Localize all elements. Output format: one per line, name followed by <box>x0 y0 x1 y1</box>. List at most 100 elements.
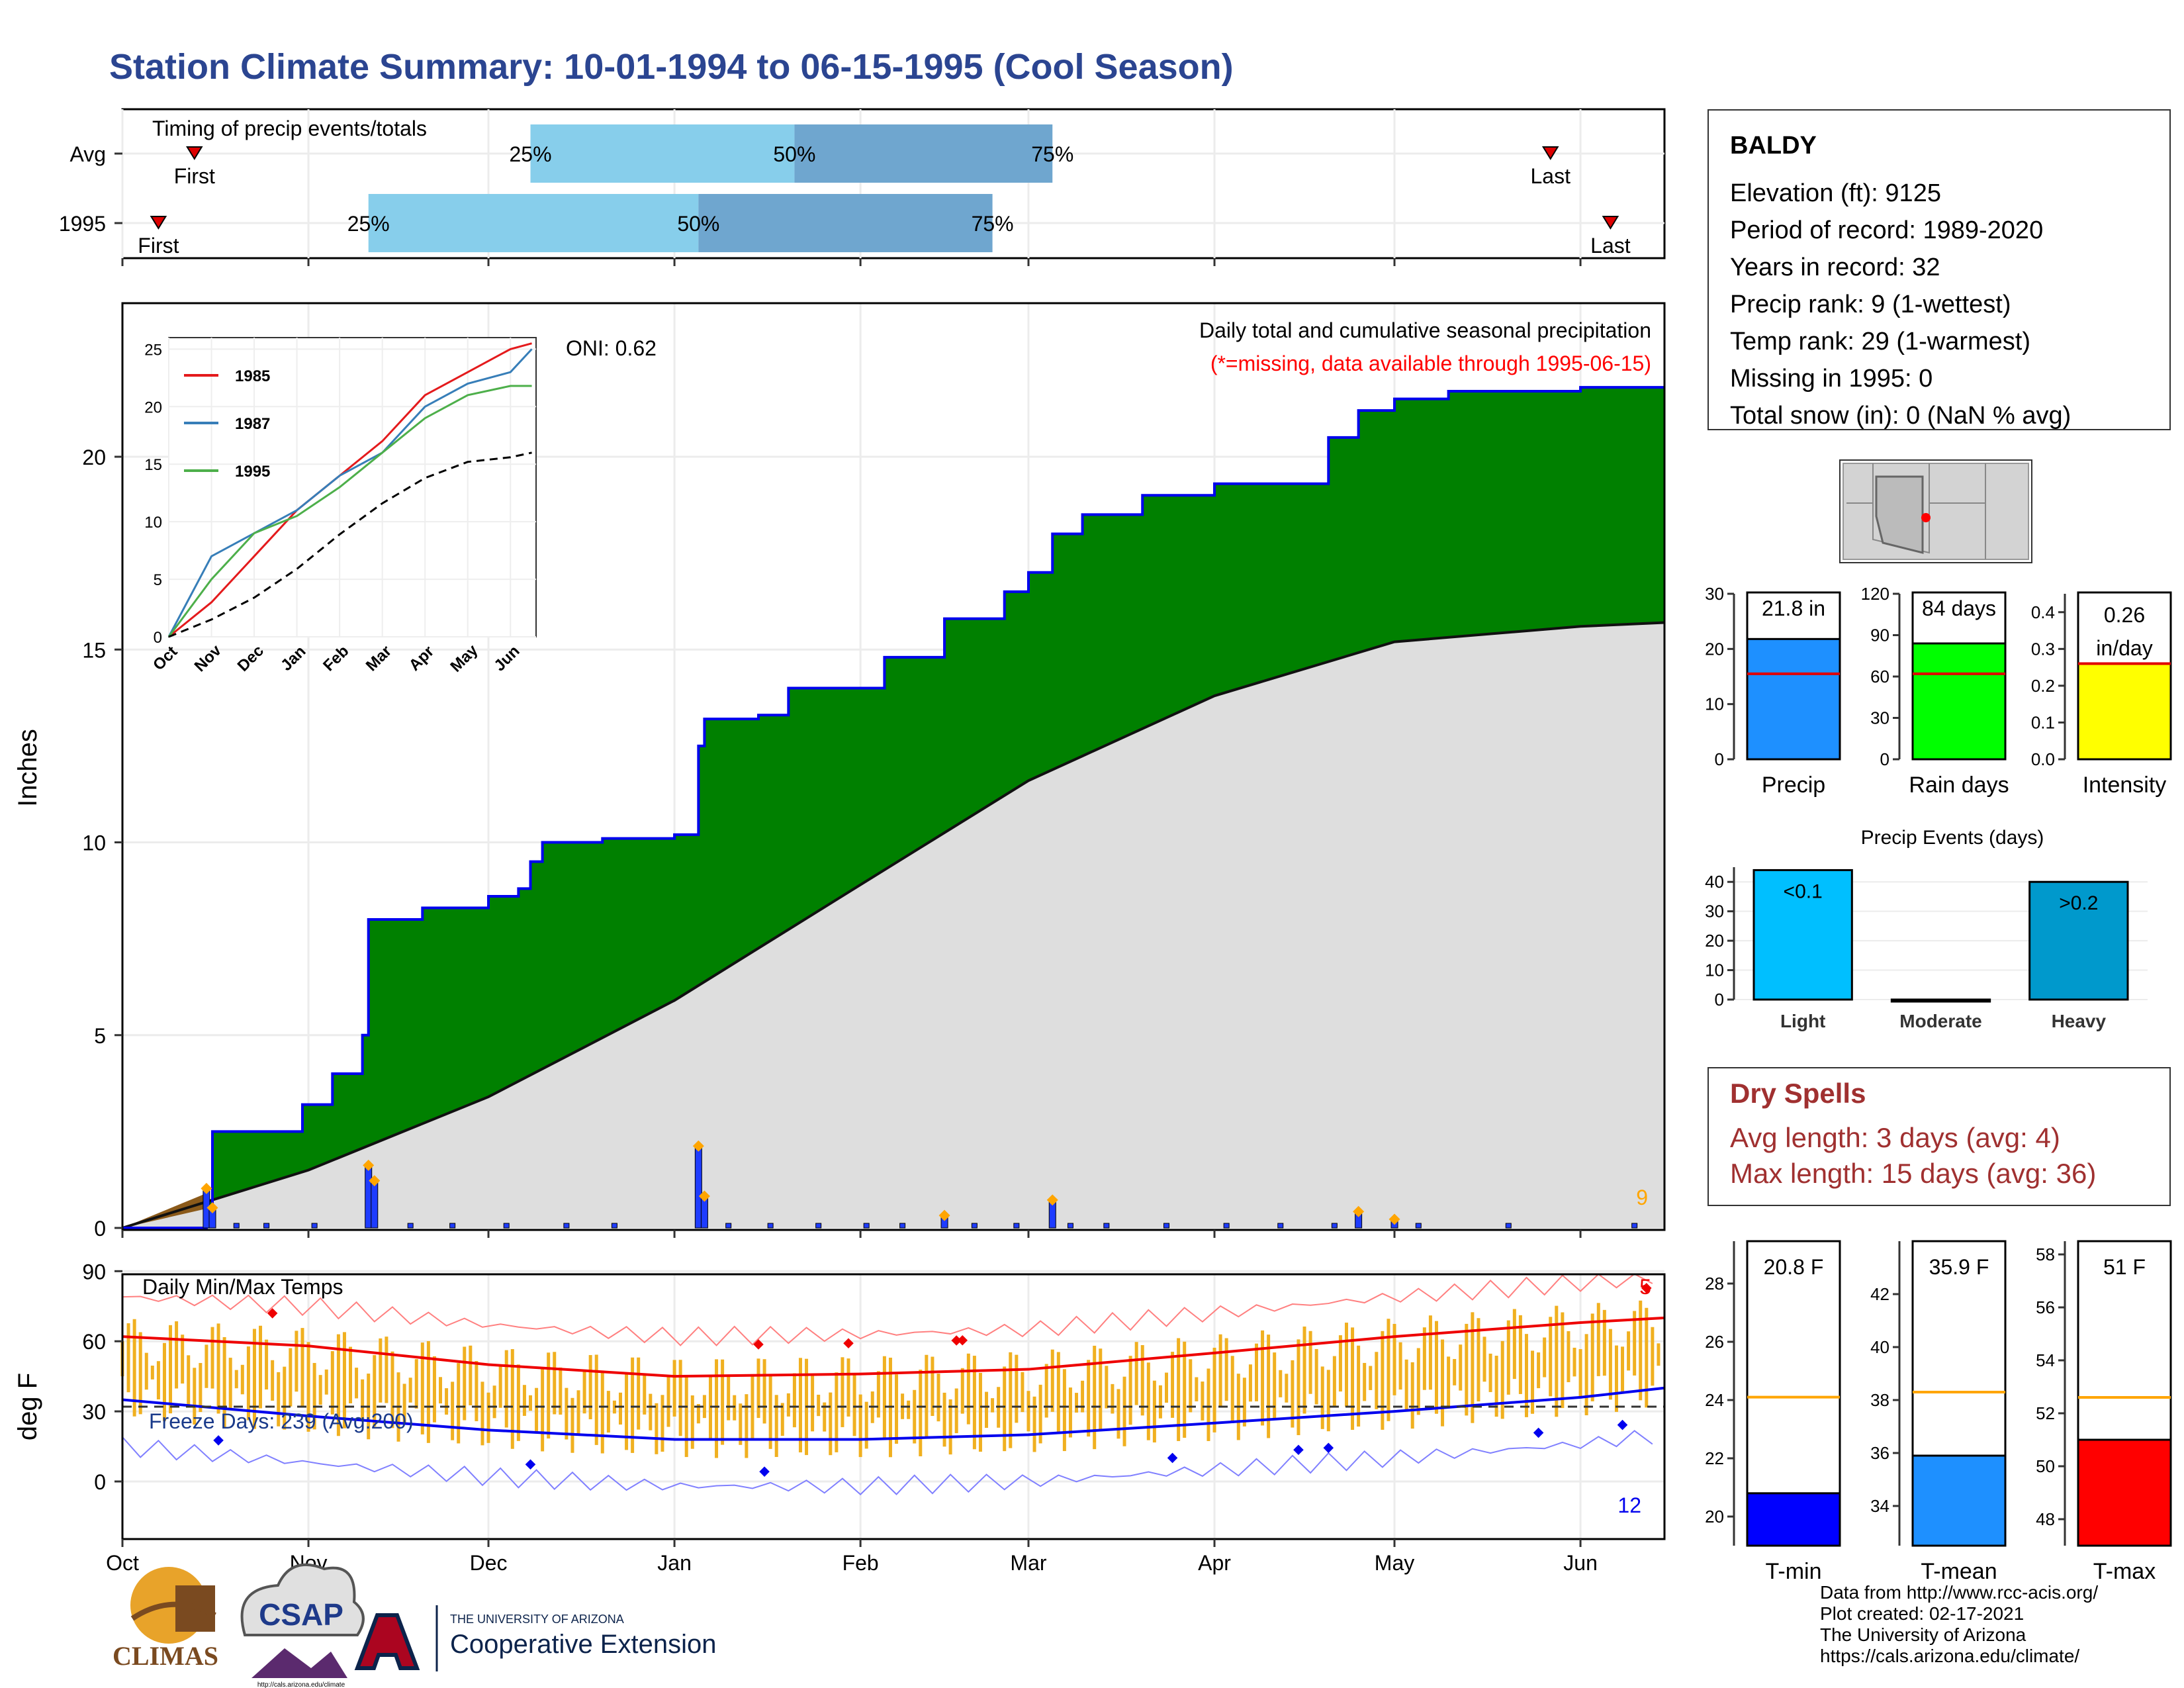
daily-temp-bar <box>1422 1327 1426 1390</box>
daily-temp-bar <box>126 1323 130 1393</box>
dry-spells-avg: Avg length: 3 days (avg: 4) <box>1730 1122 2060 1153</box>
daily-temp-bar <box>618 1392 622 1425</box>
timing-label-25: 25% <box>347 212 390 236</box>
daily-temp-bar <box>306 1342 310 1432</box>
daily-temp-bar <box>469 1345 473 1405</box>
daily-temp-bar <box>948 1399 952 1455</box>
daily-temp-bar <box>1555 1305 1559 1417</box>
temp-summary-bar <box>2077 1438 2172 1547</box>
daily-temp-bar <box>907 1400 911 1419</box>
daily-temp-bar <box>1590 1313 1594 1401</box>
events-bar <box>1890 998 1991 1003</box>
station-period: Period of record: 1989-2020 <box>1730 216 2044 244</box>
small-chart-tick-label: 20 <box>1705 639 1724 659</box>
daily-temp-bar <box>678 1360 682 1436</box>
timing-bar-50-75 <box>698 194 993 252</box>
record-min-marker <box>1323 1442 1334 1454</box>
timing-last-label: Last <box>1590 234 1631 258</box>
daily-temp-bar <box>721 1359 725 1445</box>
record-min-marker <box>525 1459 536 1470</box>
daily-temp-bar <box>528 1395 532 1411</box>
daily-temp-bar <box>265 1339 269 1390</box>
daily-temp-bar <box>492 1385 496 1419</box>
timing-bar-50-75 <box>794 124 1053 183</box>
daily-temp-bar <box>408 1378 412 1403</box>
daily-temp-bar <box>1381 1331 1385 1430</box>
daily-temp-bar <box>1195 1377 1199 1401</box>
daily-temp-bar <box>733 1395 737 1421</box>
daily-temp-bar <box>1572 1347 1576 1377</box>
daily-precip-bar <box>725 1223 732 1229</box>
daily-temp-bar <box>1518 1315 1522 1394</box>
temp-summary-value-label: 51 F <box>2103 1255 2146 1279</box>
station-info-box: BALDY Elevation (ft): 9125 Period of rec… <box>1707 109 2171 430</box>
daily-temp-bar <box>516 1364 520 1441</box>
temp-y-tick-label: 60 <box>82 1330 106 1354</box>
daily-temp-bar <box>222 1336 226 1428</box>
timing-row-label: Avg <box>69 142 106 166</box>
small-chart-bar <box>2077 663 2172 761</box>
daily-temp-bar <box>486 1392 490 1443</box>
daily-temp-bar <box>379 1338 383 1403</box>
daily-temp-bar <box>1326 1370 1330 1432</box>
daily-temp-bar <box>138 1332 142 1415</box>
precip-y-tick-label: 20 <box>82 445 106 469</box>
small-chart-tick-label: 60 <box>1870 667 1889 686</box>
temp-y-tick-label: 90 <box>82 1260 106 1284</box>
inset-legend-label: 1987 <box>235 415 270 433</box>
record-min-line <box>122 1430 1653 1495</box>
daily-temp-bar <box>283 1366 287 1430</box>
daily-temp-bar <box>582 1371 586 1414</box>
daily-temp-bar <box>1434 1321 1438 1414</box>
daily-temp-bar <box>318 1375 322 1405</box>
daily-temp-bar <box>1224 1338 1228 1401</box>
timing-label-50: 50% <box>773 142 815 166</box>
daily-precip-bar <box>1631 1223 1638 1229</box>
precip-y-tick-label: 0 <box>94 1217 106 1241</box>
daily-temp-bar <box>553 1352 557 1415</box>
daily-temp-bar <box>277 1372 281 1427</box>
inset-y-tick-label: 10 <box>144 514 162 532</box>
daily-temp-bar <box>792 1373 796 1428</box>
record-max-marker <box>957 1335 968 1346</box>
daily-temp-bar <box>631 1357 635 1453</box>
daily-temp-bar <box>846 1358 850 1417</box>
record-max-line <box>122 1273 1653 1346</box>
climas-logo-arc <box>130 1601 216 1621</box>
daily-temp-bar <box>966 1353 970 1425</box>
daily-temp-bar <box>1524 1334 1528 1417</box>
events-tick-label: 40 <box>1705 872 1724 892</box>
daily-precip-bar <box>263 1223 270 1229</box>
daily-temp-bar <box>756 1358 760 1419</box>
small-chart-tick-label: 0.1 <box>2031 712 2055 732</box>
small-chart-tick-label: 10 <box>1705 694 1724 714</box>
daily-temp-bar <box>1105 1366 1109 1409</box>
precip-corner-number: 9 <box>1636 1186 1648 1209</box>
small-chart-tick-label: 120 <box>1861 584 1889 604</box>
events-bar-label: <0.1 <box>1784 880 1823 902</box>
daily-temp-bar <box>1369 1366 1373 1390</box>
daily-temp-bar <box>972 1356 976 1450</box>
temp-summary-value-label: 20.8 F <box>1764 1255 1824 1279</box>
daily-temp-bar <box>1453 1358 1457 1385</box>
avg-min-temp-line <box>122 1386 1665 1441</box>
daily-temp-bar <box>1152 1380 1156 1443</box>
daily-temp-bar <box>1218 1334 1222 1407</box>
daily-temp-bar <box>463 1346 467 1421</box>
daily-precip-bar <box>1067 1223 1073 1229</box>
daily-temp-bar <box>1021 1372 1024 1413</box>
daily-temp-bar <box>150 1365 154 1380</box>
daily-temp-bar <box>1608 1329 1612 1400</box>
precip-y-tick-label: 15 <box>82 638 106 662</box>
daily-temp-bar <box>960 1368 964 1414</box>
daily-temp-bar <box>1302 1326 1306 1414</box>
month-label: May <box>1375 1551 1414 1575</box>
daily-precip-bar <box>815 1223 822 1229</box>
csap-logo-cloud <box>240 1563 365 1636</box>
month-label: Dec <box>470 1551 508 1575</box>
daily-temp-bar <box>774 1395 778 1458</box>
temp-summary-value-label: 35.9 F <box>1929 1255 1989 1279</box>
above-avg-area <box>122 387 1664 1228</box>
events-tick-label: 30 <box>1705 902 1724 921</box>
daily-temp-bar <box>1230 1356 1234 1423</box>
